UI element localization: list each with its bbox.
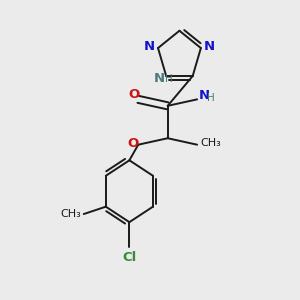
Text: O: O [127, 137, 139, 150]
Text: N: N [204, 40, 215, 53]
Text: O: O [128, 88, 140, 100]
Text: CH₃: CH₃ [200, 138, 221, 148]
Text: N: N [199, 89, 210, 102]
Text: H: H [165, 74, 172, 84]
Text: H: H [207, 94, 215, 103]
Text: CH₃: CH₃ [60, 209, 81, 219]
Text: N: N [144, 40, 155, 53]
Text: N: N [154, 73, 165, 85]
Text: Cl: Cl [122, 251, 136, 264]
